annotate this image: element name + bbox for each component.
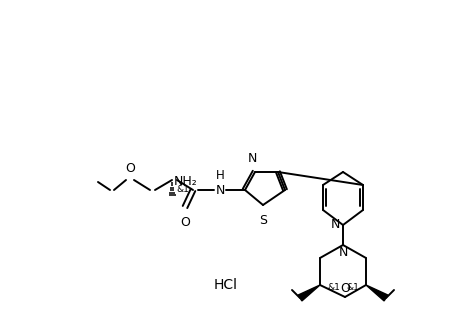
- Text: H: H: [216, 169, 224, 182]
- Text: &1: &1: [176, 185, 189, 194]
- Text: O: O: [125, 162, 135, 175]
- Text: N: N: [330, 218, 340, 231]
- Text: O: O: [180, 216, 190, 229]
- Polygon shape: [366, 285, 388, 301]
- Text: HCl: HCl: [214, 278, 238, 292]
- Text: N: N: [247, 152, 257, 165]
- Text: O: O: [340, 282, 350, 295]
- Text: N: N: [338, 246, 348, 259]
- Text: S: S: [259, 214, 267, 227]
- Text: &1: &1: [327, 283, 340, 292]
- Text: NH₂: NH₂: [174, 175, 198, 188]
- Polygon shape: [298, 285, 320, 301]
- Text: N: N: [215, 184, 225, 197]
- Text: &1: &1: [346, 283, 359, 292]
